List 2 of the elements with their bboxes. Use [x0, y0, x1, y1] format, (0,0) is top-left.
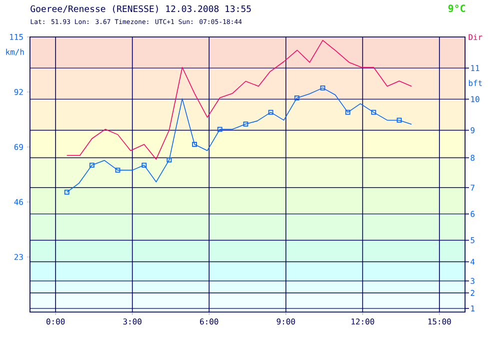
text: 9°C [448, 4, 466, 12]
chart-title: Goeree/Renesse (RENESSE) 12.03.2008 13:55 [30, 5, 251, 14]
